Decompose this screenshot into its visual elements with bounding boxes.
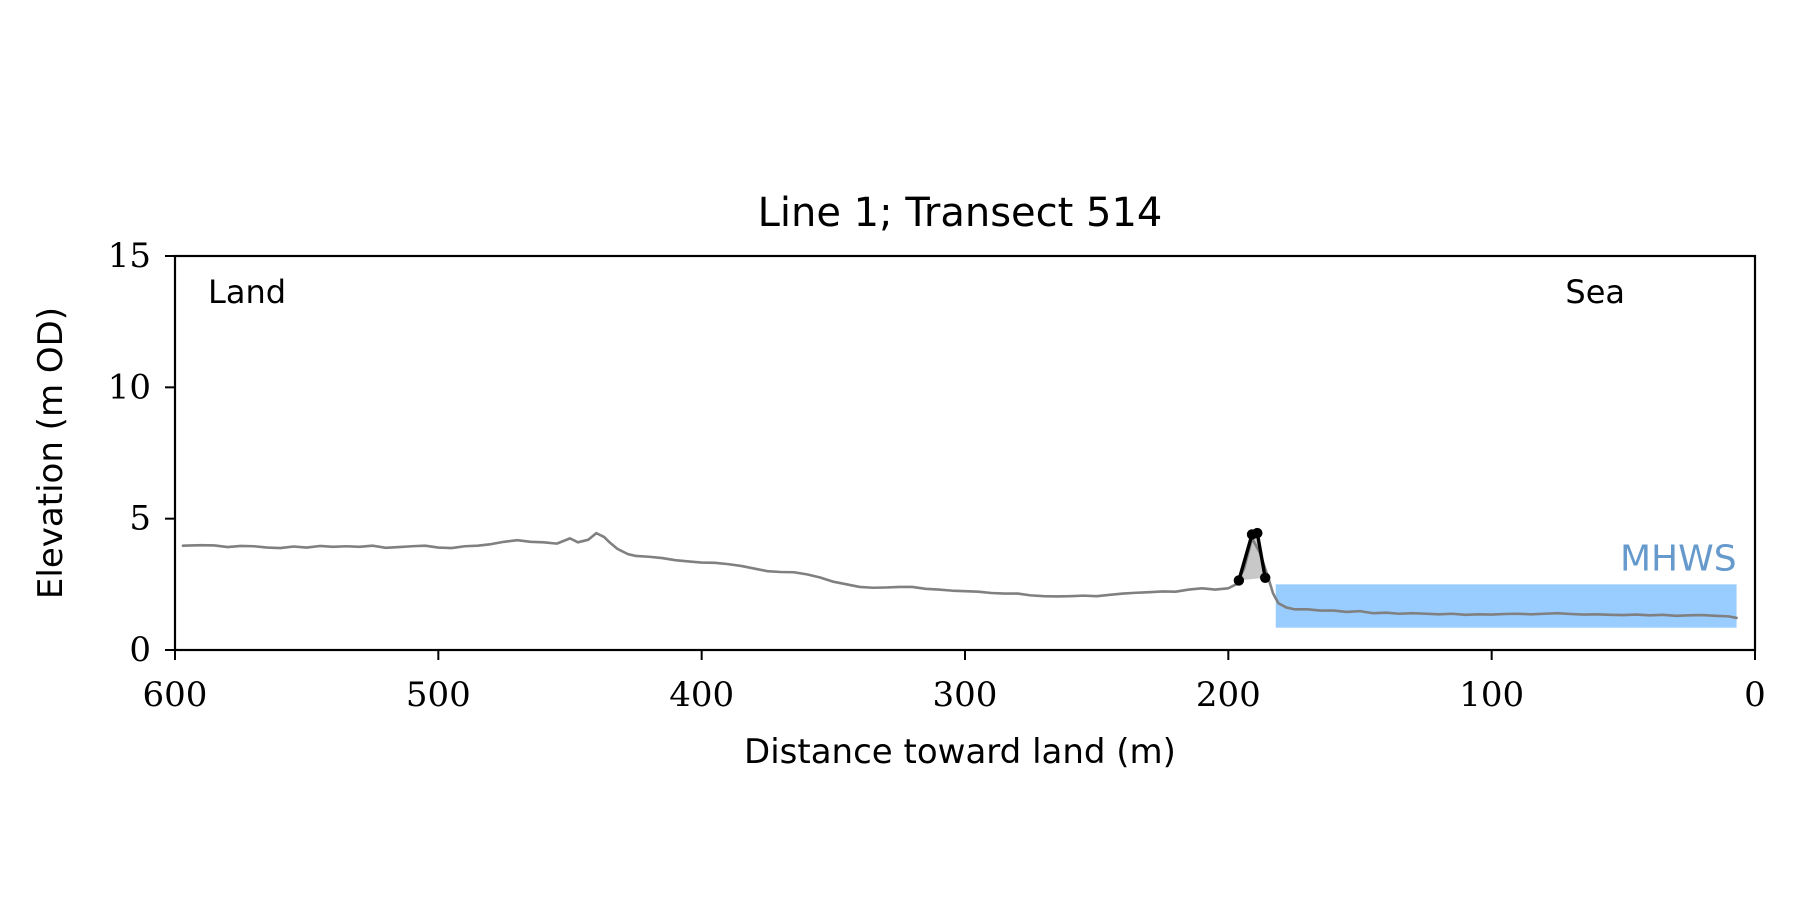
y-axis: 0 5 10 15 — [108, 236, 175, 670]
x-tick-label: 500 — [406, 675, 471, 715]
y-tick-label: 10 — [108, 367, 151, 407]
x-axis-label: Distance toward land (m) — [744, 732, 1176, 772]
dune-point — [1252, 527, 1263, 539]
x-tick-label: 400 — [669, 675, 734, 715]
x-tick-label: 0 — [1744, 675, 1766, 715]
x-tick-label: 600 — [143, 675, 208, 715]
x-tick-label: 200 — [1196, 675, 1261, 715]
dune-point — [1260, 572, 1271, 583]
y-axis-label: Elevation (m OD) — [31, 307, 71, 599]
x-tick-label: 100 — [1459, 675, 1524, 715]
land-label: Land — [208, 273, 286, 311]
elevation-profile-line — [181, 531, 1738, 620]
mhws-label: MHWS — [1620, 538, 1737, 579]
y-tick-label: 0 — [129, 630, 151, 670]
chart-title: Line 1; Transect 514 — [758, 190, 1163, 236]
y-tick-label: 15 — [108, 236, 151, 276]
mhws-band — [1275, 584, 1737, 628]
sea-label: Sea — [1565, 273, 1625, 311]
y-tick-label: 5 — [129, 499, 151, 539]
dune-point — [1233, 575, 1245, 586]
x-tick-label: 300 — [933, 675, 998, 715]
x-axis: 600 500 400 300 200 100 0 — [143, 650, 1766, 715]
plot-area: MHWS — [181, 527, 1738, 628]
